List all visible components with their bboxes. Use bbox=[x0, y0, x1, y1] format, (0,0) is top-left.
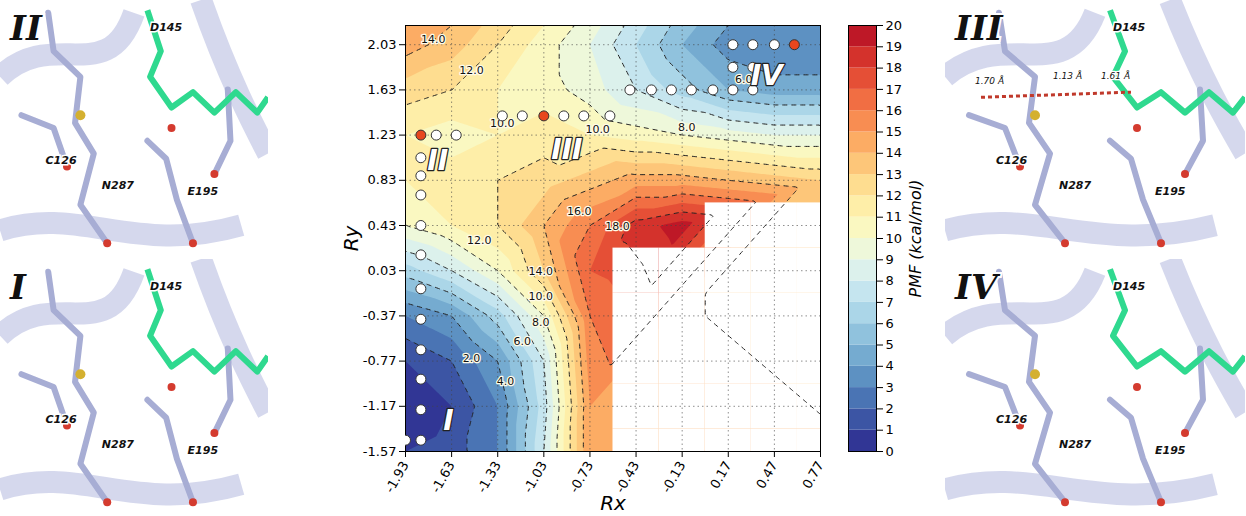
svg-text:-1.57: -1.57 bbox=[363, 444, 397, 459]
svg-text:0.03: 0.03 bbox=[368, 263, 397, 278]
svg-text:E195: E195 bbox=[188, 185, 219, 198]
svg-text:10: 10 bbox=[886, 231, 903, 246]
svg-text:IV: IV bbox=[954, 267, 1001, 307]
svg-text:2: 2 bbox=[886, 401, 894, 416]
svg-text:10.0: 10.0 bbox=[490, 117, 515, 131]
svg-text:IV: IV bbox=[751, 59, 785, 92]
svg-text:C126: C126 bbox=[46, 413, 77, 426]
svg-text:14: 14 bbox=[886, 145, 903, 160]
svg-text:20: 20 bbox=[886, 18, 903, 33]
svg-text:-1.17: -1.17 bbox=[363, 398, 397, 413]
svg-text:Rx: Rx bbox=[600, 491, 626, 515]
svg-text:N287: N287 bbox=[102, 438, 135, 451]
svg-text:D145: D145 bbox=[1113, 21, 1145, 34]
svg-text:10.0: 10.0 bbox=[585, 123, 610, 136]
svg-text:N287: N287 bbox=[1059, 179, 1092, 192]
svg-text:1.61 Å: 1.61 Å bbox=[1101, 70, 1130, 81]
svg-text:0.43: 0.43 bbox=[368, 218, 397, 233]
svg-text:-1.93: -1.93 bbox=[382, 459, 412, 496]
svg-text:11: 11 bbox=[886, 209, 903, 224]
svg-text:-0.73: -0.73 bbox=[566, 459, 596, 496]
svg-text:D145: D145 bbox=[1113, 280, 1145, 293]
svg-text:6: 6 bbox=[886, 316, 894, 331]
svg-text:-0.37: -0.37 bbox=[363, 308, 397, 323]
svg-text:-1.03: -1.03 bbox=[520, 459, 550, 496]
svg-text:1: 1 bbox=[886, 422, 894, 437]
svg-text:II: II bbox=[427, 144, 448, 177]
svg-text:10.0: 10.0 bbox=[529, 290, 554, 303]
svg-text:18.0: 18.0 bbox=[605, 220, 630, 233]
svg-text:N287: N287 bbox=[1059, 438, 1092, 451]
svg-text:Ry: Ry bbox=[339, 224, 363, 251]
svg-text:9: 9 bbox=[886, 252, 894, 267]
svg-text:1.13 Å: 1.13 Å bbox=[1053, 70, 1082, 81]
svg-text:E195: E195 bbox=[1155, 185, 1186, 198]
svg-text:14.0: 14.0 bbox=[421, 33, 446, 46]
svg-text:12.0: 12.0 bbox=[467, 234, 492, 247]
svg-text:E195: E195 bbox=[1155, 444, 1186, 457]
svg-text:16.0: 16.0 bbox=[567, 205, 592, 218]
svg-text:6.0: 6.0 bbox=[514, 335, 532, 348]
svg-text:III: III bbox=[551, 133, 582, 166]
svg-text:D145: D145 bbox=[150, 280, 182, 293]
svg-text:0.17: 0.17 bbox=[707, 459, 734, 492]
svg-text:0.47: 0.47 bbox=[753, 459, 780, 492]
svg-text:C126: C126 bbox=[46, 154, 77, 167]
svg-text:17: 17 bbox=[886, 82, 903, 97]
svg-text:-0.77: -0.77 bbox=[363, 353, 397, 368]
svg-text:12.0: 12.0 bbox=[459, 64, 484, 77]
svg-text:8.0: 8.0 bbox=[678, 121, 696, 134]
svg-text:2.03: 2.03 bbox=[368, 37, 397, 52]
svg-text:0: 0 bbox=[886, 444, 894, 459]
svg-text:0.83: 0.83 bbox=[368, 172, 397, 187]
svg-text:3: 3 bbox=[886, 380, 894, 395]
svg-text:-0.13: -0.13 bbox=[659, 459, 689, 496]
svg-text:8: 8 bbox=[886, 273, 894, 288]
svg-text:I: I bbox=[9, 267, 27, 307]
svg-text:-1.63: -1.63 bbox=[428, 459, 458, 496]
svg-text:13: 13 bbox=[886, 167, 903, 182]
svg-text:18: 18 bbox=[886, 60, 903, 75]
svg-text:2.0: 2.0 bbox=[463, 352, 481, 365]
svg-text:4.0: 4.0 bbox=[497, 375, 515, 388]
svg-text:E195: E195 bbox=[188, 444, 219, 457]
svg-text:1.23: 1.23 bbox=[368, 127, 397, 142]
svg-text:5: 5 bbox=[886, 337, 894, 352]
svg-text:8.0: 8.0 bbox=[532, 316, 550, 329]
svg-text:I: I bbox=[443, 404, 453, 437]
svg-text:15: 15 bbox=[886, 124, 903, 139]
svg-text:D145: D145 bbox=[150, 21, 182, 34]
svg-text:16: 16 bbox=[886, 103, 903, 118]
svg-text:PMF (kcal/mol): PMF (kcal/mol) bbox=[906, 180, 925, 298]
svg-text:12: 12 bbox=[886, 188, 903, 203]
svg-text:-1.33: -1.33 bbox=[474, 459, 504, 496]
svg-text:1.70 Å: 1.70 Å bbox=[975, 75, 1004, 86]
svg-text:II: II bbox=[9, 8, 43, 48]
svg-text:14.0: 14.0 bbox=[529, 265, 554, 278]
svg-text:7: 7 bbox=[886, 295, 894, 310]
svg-text:III: III bbox=[954, 8, 1004, 48]
svg-text:4: 4 bbox=[886, 358, 894, 373]
svg-text:N287: N287 bbox=[102, 179, 135, 192]
svg-text:-0.43: -0.43 bbox=[612, 458, 643, 496]
svg-text:1.63: 1.63 bbox=[368, 82, 397, 97]
svg-text:C126: C126 bbox=[996, 154, 1027, 167]
svg-text:19: 19 bbox=[886, 39, 903, 54]
svg-text:0.77: 0.77 bbox=[799, 459, 826, 492]
svg-text:6.0: 6.0 bbox=[734, 73, 753, 87]
svg-text:C126: C126 bbox=[996, 413, 1027, 426]
